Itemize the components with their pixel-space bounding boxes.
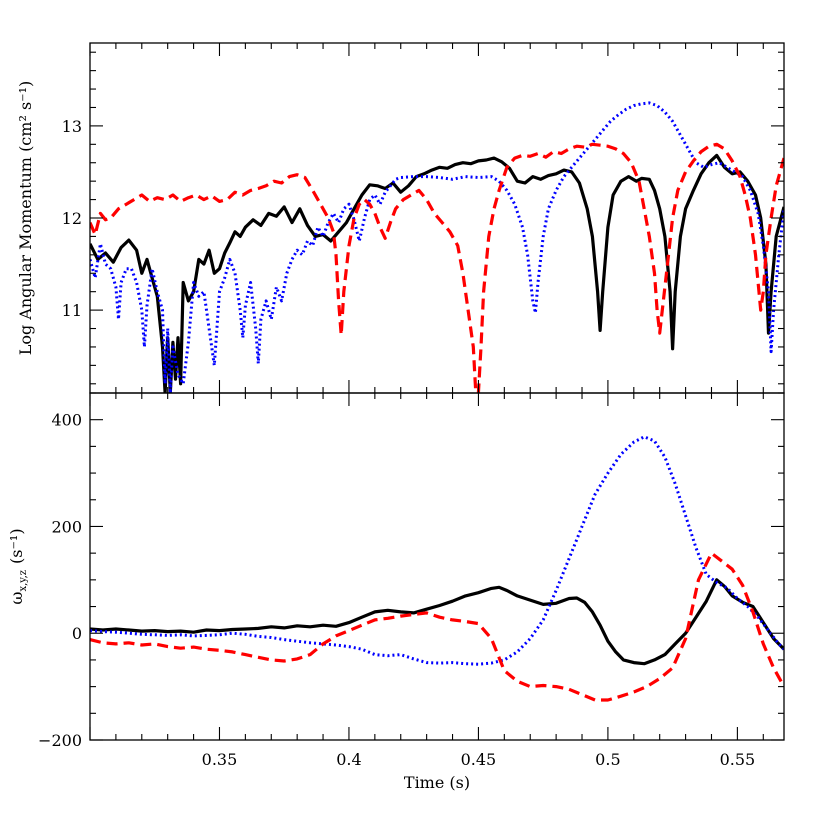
y-tick-label: 11 (62, 301, 82, 320)
panel-top-angular-momentum: 11 12 13 Log Angular Momentum (cm² s⁻¹) (16, 42, 785, 394)
y-tick-label: 400 (51, 411, 82, 430)
y-axis-label-bottom: ωx,y,z (s⁻¹) (7, 528, 29, 604)
series-line-solid (90, 578, 784, 666)
y-axis-label-symbol: ω (7, 592, 26, 605)
series-line-dashed (90, 142, 784, 393)
y-axis-label-unit: (s⁻¹) (7, 528, 26, 564)
plot-area-top (90, 101, 784, 393)
panel-bottom-omega: −200 0 200 400 0.35 0.4 0.45 0.5 0.55 ωx,y,z (s⁻¹) (7, 392, 785, 769)
y-tick-label: 13 (62, 117, 82, 136)
y-tick-label: −200 (38, 731, 82, 750)
x-tick-label: 0.45 (461, 750, 497, 769)
x-tick-label: 0.55 (720, 750, 756, 769)
y-axis-label-top: Log Angular Momentum (cm² s⁻¹) (16, 81, 35, 356)
ticks-top (89, 43, 784, 393)
y-axis-label-subscript: x,y,z (18, 570, 29, 592)
ticks-bottom (89, 392, 784, 741)
series-line-dotted (90, 435, 784, 666)
x-tick-label: 0.5 (595, 750, 620, 769)
x-axis-label: Time (s) (404, 773, 470, 792)
x-tick-label: 0.35 (202, 750, 238, 769)
axes-frame-bottom (89, 392, 785, 741)
x-tick-label: 0.4 (336, 750, 361, 769)
series-line-solid (90, 153, 784, 393)
y-tick-label: 200 (51, 517, 82, 536)
plot-area-bottom (90, 435, 784, 702)
y-tick-label: 0 (72, 624, 82, 643)
series-line-dotted (90, 101, 784, 393)
y-tick-label: 12 (62, 209, 82, 228)
series-line-dashed (90, 551, 784, 702)
